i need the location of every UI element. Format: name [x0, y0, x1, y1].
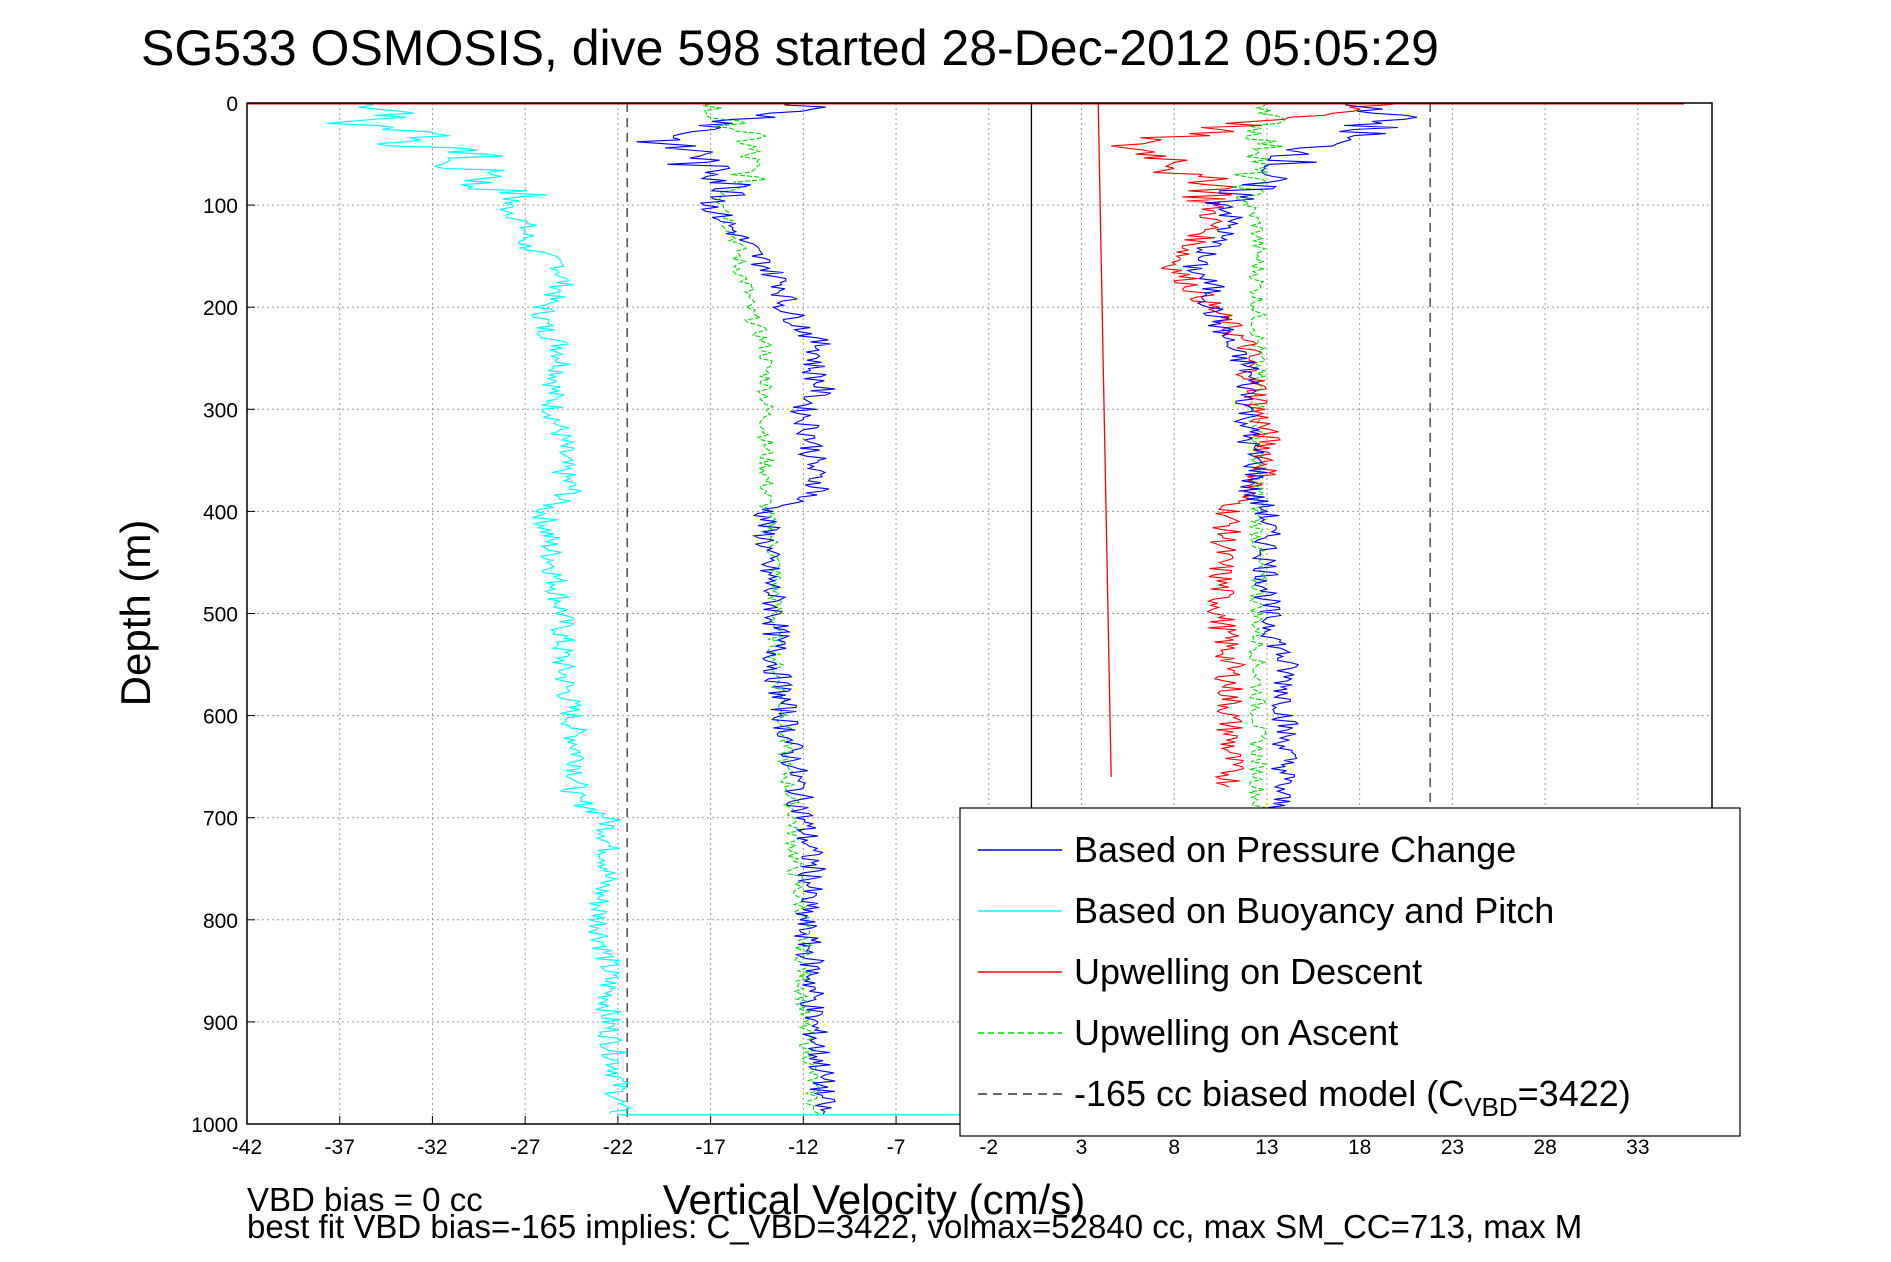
y-tick-label: 1000: [191, 1114, 238, 1137]
x-axis-label: Vertical Velocity (cm/s): [663, 1176, 1085, 1223]
x-tick-label: 23: [1441, 1136, 1464, 1159]
legend: Based on Pressure Change Based on Buoyanc…: [959, 807, 1741, 1137]
y-tick-label: 200: [203, 297, 238, 320]
x-tick-label: 3: [1076, 1136, 1088, 1159]
legend-label: -165 cc biased model (CVBD=3422): [1074, 1073, 1631, 1122]
series-upwelling-descent-profile: [1111, 102, 1404, 788]
legend-label: Upwelling on Ascent: [1074, 1012, 1398, 1053]
tick-layer: -42 -37 -32 -27 -22 -17 -12 -7 -2 3 8 13 18 23 28 33 0 10…: [191, 93, 1649, 1159]
series-upwelling-ascent-right: [1230, 102, 1285, 1115]
x-tick-label: 13: [1255, 1136, 1278, 1159]
x-tick-label: -27: [510, 1136, 540, 1159]
series-upwelling-descent-line: [1097, 102, 1112, 777]
y-tick-label: 0: [226, 93, 238, 116]
y-tick-label: 100: [203, 195, 238, 218]
legend-label: Based on Pressure Change: [1074, 829, 1516, 870]
y-tick-label: 800: [203, 910, 238, 933]
y-tick-label: 700: [203, 808, 238, 831]
x-tick-label: 33: [1626, 1136, 1649, 1159]
series-pressure-change-descent: [636, 102, 836, 1115]
x-tick-label: -12: [788, 1136, 818, 1159]
legend-label-subscript: VBD: [1464, 1092, 1517, 1122]
legend-label-end: =3422): [1518, 1073, 1631, 1114]
x-tick-label: -37: [325, 1136, 355, 1159]
legend-label-main: -165 cc biased model (C: [1074, 1073, 1464, 1114]
x-tick-label: -7: [887, 1136, 906, 1159]
chart-title: SG533 OSMOSIS, dive 598 started 28-Dec-2…: [141, 20, 1439, 76]
x-tick-label: -42: [232, 1136, 262, 1159]
x-tick-label: -2: [979, 1136, 998, 1159]
x-tick-label: 18: [1348, 1136, 1371, 1159]
y-tick-label: 600: [203, 706, 238, 729]
footer-line-1: VBD bias = 0 cc: [247, 1181, 483, 1218]
x-tick-label: -17: [695, 1136, 725, 1159]
y-tick-label: 400: [203, 501, 238, 524]
y-tick-label: 300: [203, 399, 238, 422]
legend-label: Based on Buoyancy and Pitch: [1074, 890, 1554, 931]
y-tick-label: 900: [203, 1012, 238, 1035]
series-upwelling-ascent-left: [702, 102, 821, 1115]
legend-box: [959, 807, 1741, 1137]
y-axis-label: Depth (m): [112, 520, 159, 707]
y-tick-label: 500: [203, 604, 238, 627]
x-tick-label: 28: [1533, 1136, 1556, 1159]
footer-line-2: best fit VBD bias=-165 implies: C_VBD=34…: [247, 1208, 1582, 1245]
series-buoyancy-pitch: [327, 102, 632, 1115]
x-tick-label: -22: [603, 1136, 633, 1159]
x-tick-label: -32: [417, 1136, 447, 1159]
legend-label: Upwelling on Descent: [1074, 951, 1422, 992]
x-tick-label: 8: [1168, 1136, 1180, 1159]
